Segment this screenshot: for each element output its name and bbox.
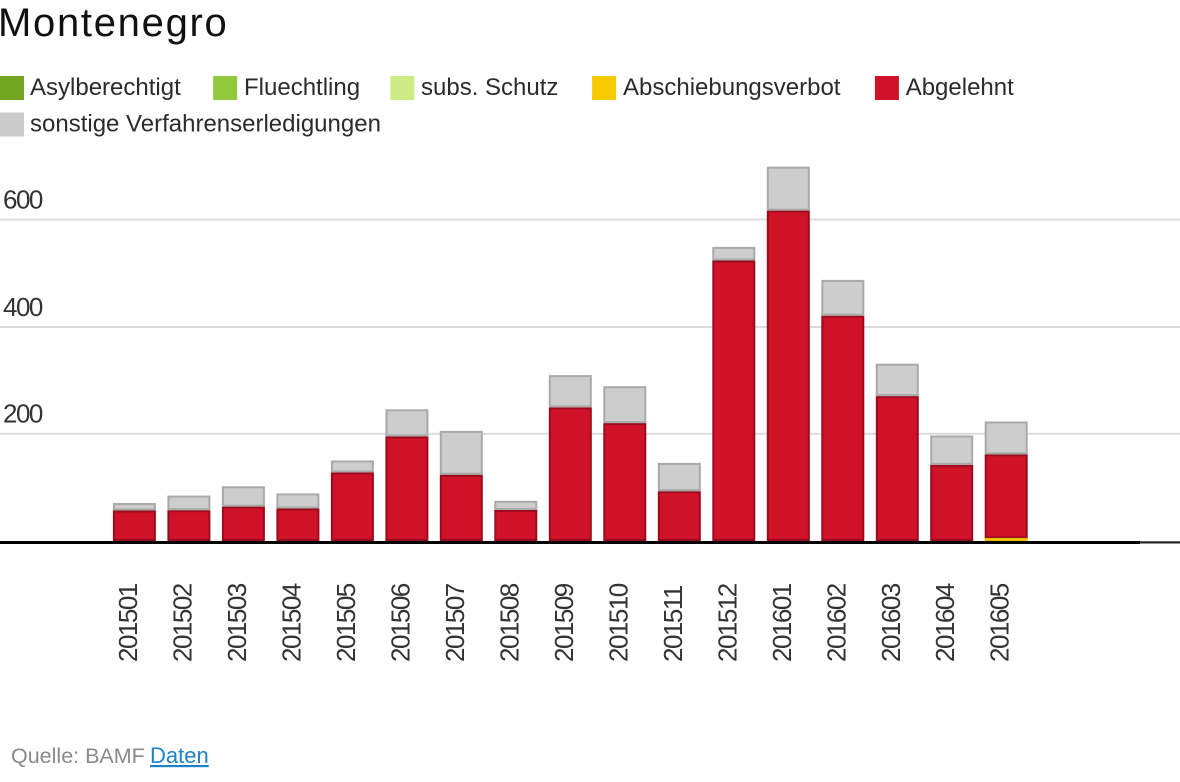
svg-text:201509: 201509	[549, 583, 579, 662]
svg-text:Abschiebungsverbot: Abschiebungsverbot	[623, 74, 841, 101]
svg-text:Montenegro: Montenegro	[0, 1, 228, 45]
svg-text:Fluechtling: Fluechtling	[244, 74, 360, 101]
svg-text:201506: 201506	[385, 583, 415, 662]
svg-text:201601: 201601	[767, 583, 797, 662]
svg-text:201512: 201512	[712, 583, 742, 662]
svg-text:201504: 201504	[276, 583, 306, 662]
svg-text:Quelle: BAMF: Quelle: BAMF	[11, 744, 145, 768]
svg-text:201602: 201602	[821, 583, 851, 662]
svg-text:201605: 201605	[985, 583, 1015, 662]
svg-text:sonstige Verfahrenserledigunge: sonstige Verfahrenserledigungen	[30, 110, 381, 137]
svg-text:200: 200	[3, 399, 43, 429]
svg-text:201510: 201510	[603, 583, 633, 662]
svg-text:201502: 201502	[167, 583, 197, 662]
svg-text:600: 600	[3, 185, 43, 215]
svg-text:subs. Schutz: subs. Schutz	[421, 74, 558, 101]
svg-text:201505: 201505	[331, 583, 361, 662]
svg-text:201507: 201507	[440, 583, 470, 662]
svg-text:201508: 201508	[494, 583, 524, 662]
svg-text:Asylberechtigt: Asylberechtigt	[30, 74, 181, 101]
svg-text:400: 400	[3, 292, 43, 322]
svg-text:201603: 201603	[876, 583, 906, 662]
svg-text:Abgelehnt: Abgelehnt	[906, 74, 1014, 101]
svg-text:201503: 201503	[222, 583, 252, 662]
svg-text:Daten: Daten	[150, 743, 209, 768]
svg-text:201511: 201511	[658, 585, 688, 662]
svg-text:201501: 201501	[113, 583, 143, 662]
svg-text:201604: 201604	[930, 583, 960, 662]
